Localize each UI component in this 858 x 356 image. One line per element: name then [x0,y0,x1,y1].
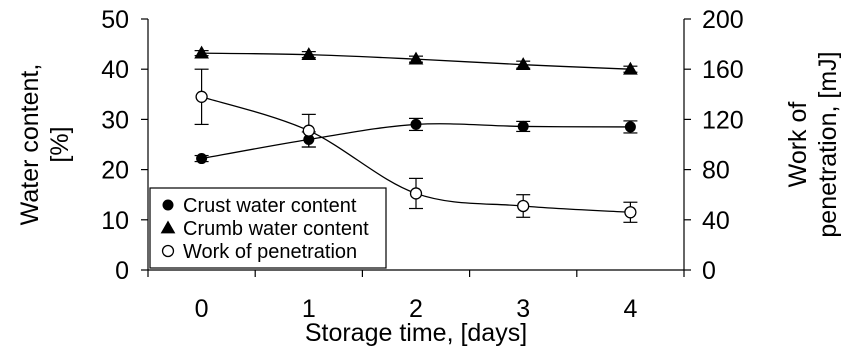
right-tick-label: 80 [702,157,730,185]
x-axis-title: Storage time, [days] [305,319,527,347]
right-y-axis-title-line: penetration, [mJ] [814,51,842,237]
left-y-axis-title-line: Water content, [16,64,44,226]
data-point [517,199,530,213]
legend-label: Crust water content [183,195,357,217]
left-y-axis-title-line: [%] [46,126,74,162]
data-point [624,206,637,219]
right-tick-label: 120 [702,106,744,134]
data-point [410,118,422,130]
left-tick-label: 0 [115,257,129,285]
left-tick-label: 50 [101,6,129,34]
x-tick-label: 2 [409,295,423,323]
data-point [623,61,638,75]
right-tick-label: 0 [702,257,716,285]
left-tick-label: 40 [101,56,129,84]
left-y-axis-title: Water content, [%] [16,64,74,226]
right-tick-label: 200 [702,6,744,34]
left-tick-label: 30 [101,106,129,134]
right-tick-label: 40 [702,207,730,235]
data-point [195,90,208,103]
x-tick-label: 0 [195,295,209,323]
legend-box [149,187,387,269]
data-point [624,121,636,133]
data-point [301,47,317,61]
legend-marker [161,244,175,258]
legend-marker [162,199,174,211]
right-y-axis-title: Work of penetration, [mJ] [784,51,842,237]
data-point [194,45,209,59]
right-tick-label: 160 [702,56,744,84]
legend-marker [160,220,176,234]
data-point [517,120,529,132]
x-tick-label: 3 [516,295,530,323]
ticks: 0 10 20 30 40 50 0 40 80 120 160 200 0 1 2 3 4 [101,6,744,323]
right-y-axis-title-line: Work of [784,102,812,188]
data-point [515,57,531,71]
data-markers [194,45,638,219]
data-point [409,187,423,200]
x-tick-label: 1 [302,295,316,323]
data-point [196,153,208,165]
legend-label: Work of penetration [183,241,357,263]
left-tick-label: 20 [101,157,129,185]
legend-label: Crumb water content [183,218,369,240]
left-tick-label: 10 [101,207,129,235]
data-point [408,51,424,65]
x-tick-label: 4 [623,295,637,323]
axes [147,19,685,271]
data-point [302,124,315,137]
